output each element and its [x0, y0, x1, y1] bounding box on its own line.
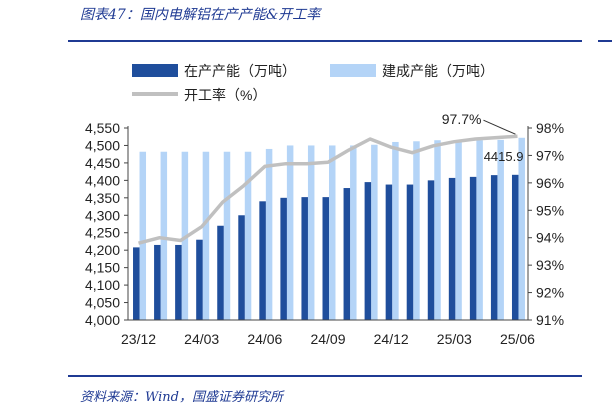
right-tick-label: 94% — [536, 230, 564, 246]
source-note: 资料来源：Wind，国盛证券研究所 — [80, 390, 283, 405]
operating-capacity-bar — [238, 215, 245, 320]
built-capacity-bar — [223, 151, 231, 320]
built-capacity-bar — [371, 144, 378, 320]
operating-capacity-bar — [448, 177, 456, 320]
left-tick-label: 4,150 — [85, 260, 120, 276]
x-tick-label: 24/12 — [374, 331, 409, 347]
rate-annotation: 97.7% — [442, 111, 482, 127]
left-tick-label: 4,300 — [85, 207, 120, 223]
built-capacity-bar — [265, 148, 273, 320]
x-tick-label: 25/06 — [500, 331, 535, 347]
built-capacity-bar — [392, 141, 399, 320]
operating-capacity-bar — [343, 188, 351, 320]
right-axis-ticks: 91% 92% 93% 94% 95% 96% 97% 98% — [528, 120, 564, 328]
legend-label-rate: 开工率（%） — [184, 87, 266, 103]
legend: 在产产能（万吨） 建成产能（万吨） 开工率（%） — [132, 63, 494, 103]
x-tick-label: 25/03 — [437, 331, 472, 347]
built-capacity-bar — [139, 151, 147, 320]
right-tick-label: 96% — [536, 175, 564, 191]
right-tick-label: 97% — [536, 147, 564, 163]
right-tick-label: 98% — [536, 120, 564, 136]
operating-capacity-bar — [364, 182, 372, 320]
operating-capacity-bar — [175, 244, 182, 320]
x-tick-label: 24/09 — [310, 331, 345, 347]
right-tick-label: 91% — [536, 312, 564, 328]
legend-swatch-capacity — [132, 64, 178, 77]
operating-capacity-bar — [259, 201, 266, 320]
right-tick-label: 93% — [536, 257, 564, 273]
built-capacity-bar — [202, 151, 210, 320]
right-tick-label: 92% — [536, 285, 564, 301]
x-tick-label: 23/12 — [121, 331, 156, 347]
built-capacity-bar — [286, 145, 294, 320]
operating-capacity-bar — [133, 247, 140, 320]
utilization-rate-polyline — [138, 134, 518, 245]
top-rule-right — [598, 40, 612, 42]
figure-title: 图表47：国内电解铝在产产能&开工率 — [80, 7, 321, 23]
operating-capacity-bar — [427, 180, 435, 320]
left-tick-label: 4,550 — [85, 120, 120, 136]
legend-label-built: 建成产能（万吨） — [382, 63, 494, 79]
built-capacity-bar — [476, 140, 483, 320]
operating-capacity-bar — [217, 225, 224, 320]
left-tick-label: 4,200 — [85, 242, 120, 258]
left-tick-label: 4,400 — [85, 172, 120, 188]
built-capacity-bar — [350, 145, 357, 320]
built-capacity-bar — [329, 145, 336, 320]
legend-label-capacity: 在产产能（万吨） — [184, 63, 296, 79]
operating-capacity-bar — [322, 197, 329, 320]
left-tick-label: 4,450 — [85, 155, 120, 171]
built-capacity-bar — [244, 151, 252, 320]
right-tick-label: 95% — [536, 202, 564, 218]
left-tick-label: 4,350 — [85, 190, 120, 206]
operating-capacity-bar — [280, 197, 287, 320]
built-capacity-bar — [497, 139, 504, 320]
left-tick-label: 4,250 — [85, 225, 120, 241]
rate-annotation-leader — [483, 119, 516, 135]
built-capacity-bar — [307, 145, 315, 320]
operating-capacity-bar — [490, 175, 498, 320]
operating-capacity-bar — [196, 239, 203, 320]
x-axis-ticks: 23/12 24/03 24/06 24/09 24/12 25/03 25/06 — [121, 331, 535, 347]
legend-swatch-built — [330, 64, 376, 77]
operating-capacity-bars — [133, 174, 519, 320]
built-capacity-bar — [455, 140, 462, 320]
built-capacity-bar — [518, 137, 525, 320]
operating-capacity-bar — [469, 176, 477, 320]
x-tick-label: 24/06 — [247, 331, 282, 347]
annotations: 97.7% 4415.9 — [442, 111, 524, 164]
operating-capacity-bar — [385, 184, 393, 320]
built-capacity-bar — [160, 151, 168, 320]
built-capacity-bar — [413, 141, 420, 320]
left-tick-label: 4,000 — [85, 312, 120, 328]
utilization-rate-line — [138, 134, 518, 245]
x-tick-label: 24/03 — [184, 331, 219, 347]
left-tick-label: 4,100 — [85, 277, 120, 293]
operating-capacity-bar — [511, 174, 519, 320]
operating-capacity-bar — [154, 244, 161, 320]
axes — [127, 126, 529, 321]
top-rule — [68, 40, 582, 42]
operating-capacity-bar — [406, 184, 414, 320]
left-tick-label: 4,050 — [85, 295, 120, 311]
operating-capacity-bar — [301, 197, 308, 320]
built-capacity-bar — [434, 140, 441, 320]
left-tick-label: 4,500 — [85, 137, 120, 153]
capacity-annotation: 4415.9 — [484, 149, 524, 164]
